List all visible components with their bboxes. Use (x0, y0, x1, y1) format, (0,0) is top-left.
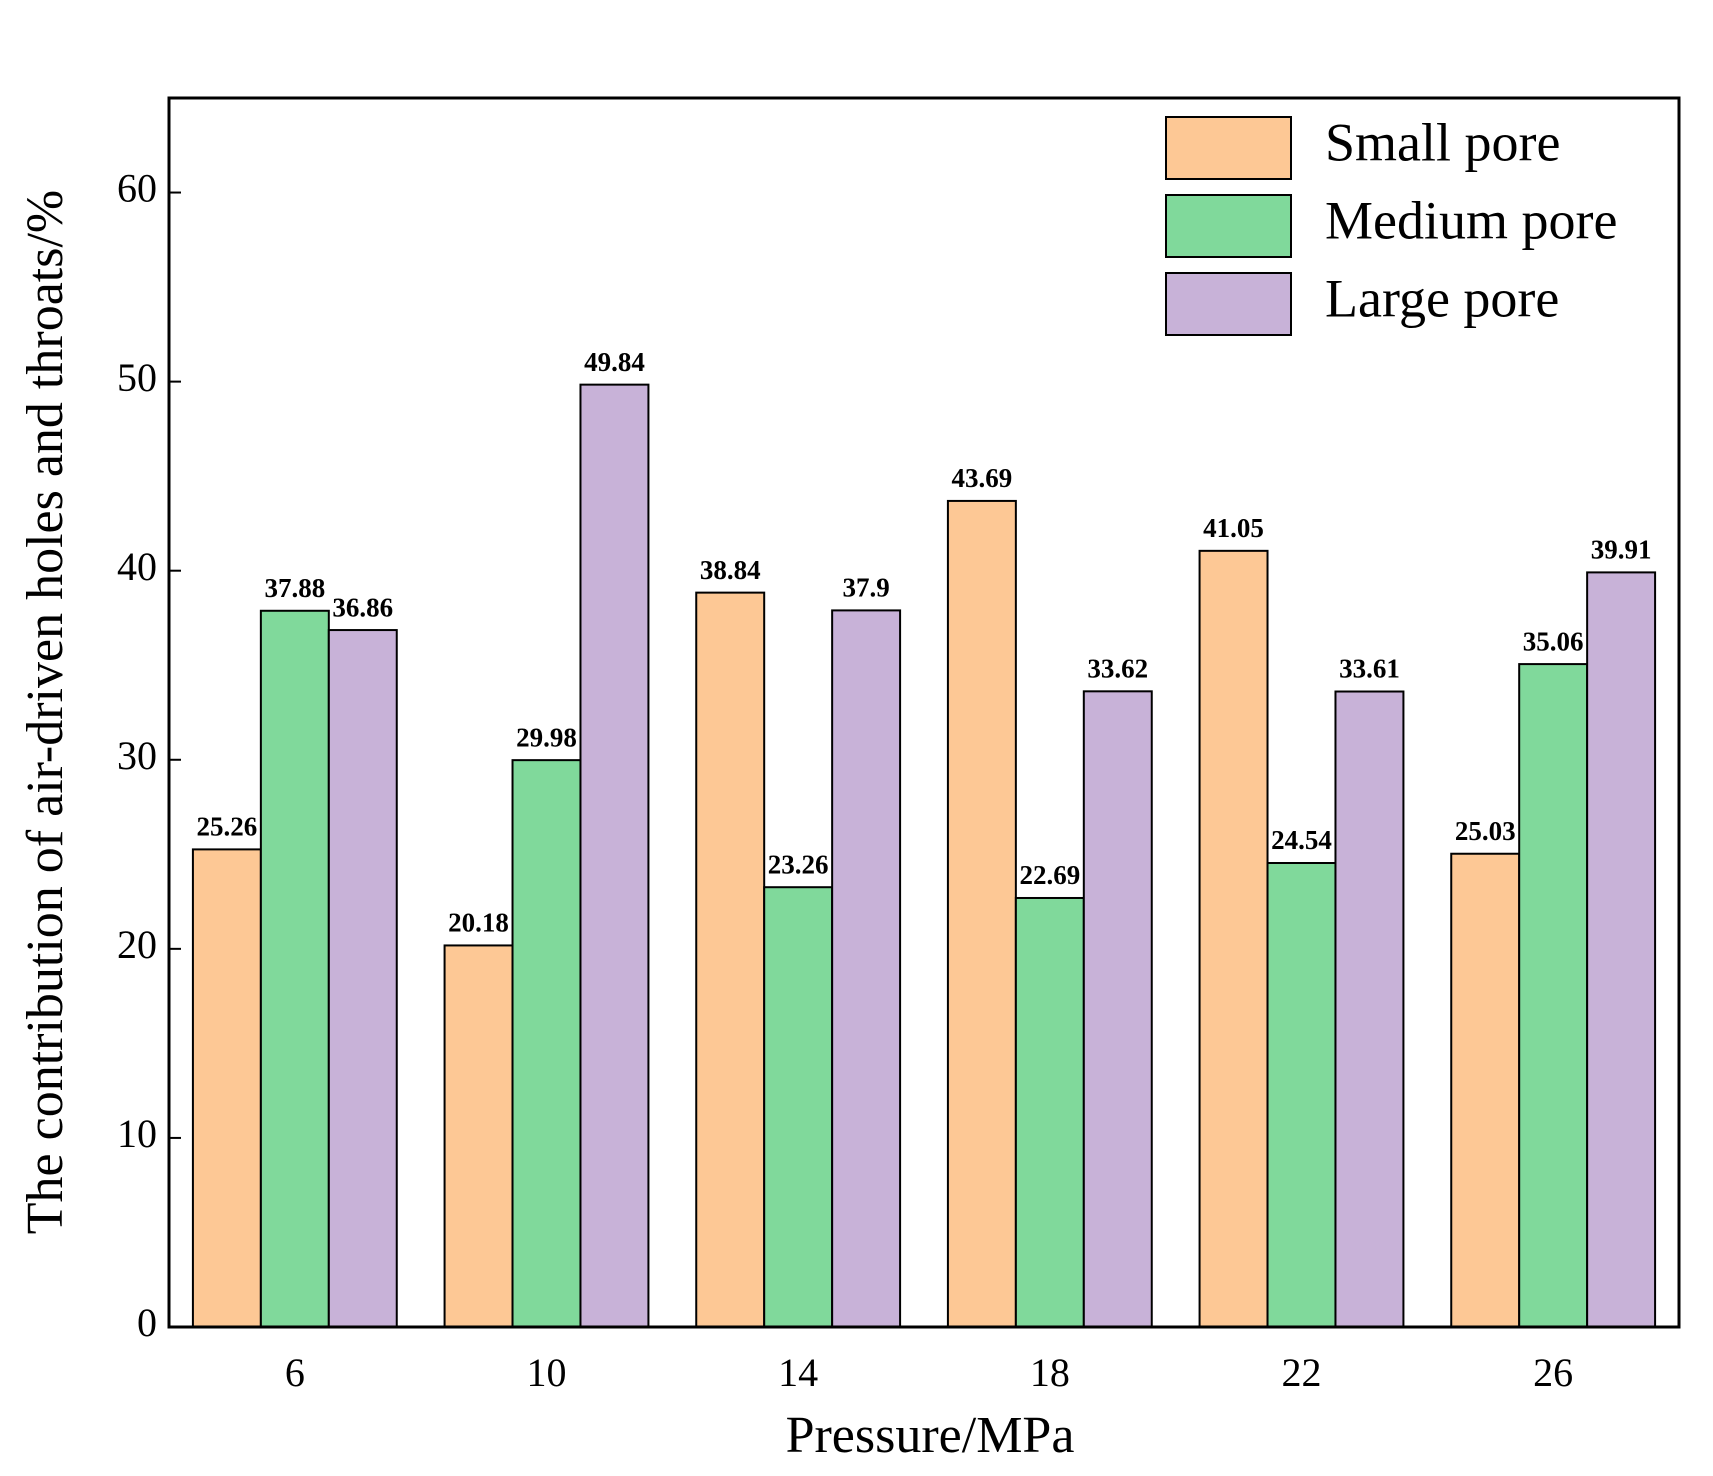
value-label: 20.18 (448, 908, 509, 938)
bar (1266, 862, 1337, 1329)
x-tick-label: 22 (1282, 1350, 1322, 1395)
y-tick-label: 40 (117, 544, 157, 589)
y-tick-label: 60 (117, 166, 157, 211)
value-label: 33.61 (1339, 654, 1400, 684)
y-tick-label: 50 (117, 355, 157, 400)
value-label: 29.98 (516, 722, 577, 752)
bar (327, 629, 398, 1328)
value-label: 43.69 (952, 463, 1013, 493)
x-tick-label: 26 (1533, 1350, 1573, 1395)
legend-label: Medium pore (1325, 190, 1617, 250)
bar (831, 609, 902, 1328)
x-tick-label: 10 (527, 1350, 567, 1395)
bar (1518, 663, 1589, 1328)
value-label: 25.03 (1455, 816, 1516, 846)
value-label: 41.05 (1203, 513, 1264, 543)
y-axis-label: The contribution of air-driven holes and… (17, 190, 74, 1234)
value-label: 22.69 (1019, 860, 1080, 890)
plot-frame (167, 96, 1681, 1329)
bar (191, 848, 262, 1328)
x-tick-label: 6 (285, 1350, 305, 1395)
bar (511, 759, 582, 1328)
value-label: 38.84 (700, 555, 761, 585)
bar (1586, 571, 1657, 1328)
bar (946, 499, 1017, 1328)
value-label: 33.62 (1087, 654, 1148, 684)
value-label: 25.26 (197, 812, 258, 842)
legend-swatch (1165, 194, 1292, 258)
legend-label: Small pore (1325, 112, 1560, 172)
bar (1082, 690, 1153, 1328)
bar (443, 944, 514, 1328)
x-tick-label: 14 (778, 1350, 818, 1395)
legend-label: Large pore (1325, 268, 1559, 328)
value-label: 36.86 (332, 592, 393, 622)
value-label: 49.84 (584, 347, 645, 377)
bar (259, 609, 330, 1328)
value-label: 35.06 (1523, 626, 1584, 656)
bar (579, 383, 650, 1328)
bar (695, 591, 766, 1328)
bar (1198, 549, 1269, 1328)
value-label: 37.88 (264, 573, 325, 603)
bar (1334, 690, 1405, 1328)
y-tick-label: 30 (117, 733, 157, 778)
y-tick-label: 10 (117, 1111, 157, 1156)
x-tick-label: 18 (1030, 1350, 1070, 1395)
y-tick-label: 20 (117, 922, 157, 967)
value-label: 39.91 (1591, 535, 1652, 565)
value-label: 37.9 (842, 573, 889, 603)
value-label: 24.54 (1271, 825, 1332, 855)
bar (763, 886, 834, 1329)
y-tick-label: 0 (137, 1300, 157, 1345)
bar (1014, 896, 1085, 1328)
value-label: 23.26 (768, 849, 829, 879)
x-axis-label: Pressure/MPa (786, 1407, 1075, 1464)
legend-swatch (1165, 116, 1292, 180)
legend-swatch (1165, 272, 1292, 336)
bar (1450, 852, 1521, 1329)
